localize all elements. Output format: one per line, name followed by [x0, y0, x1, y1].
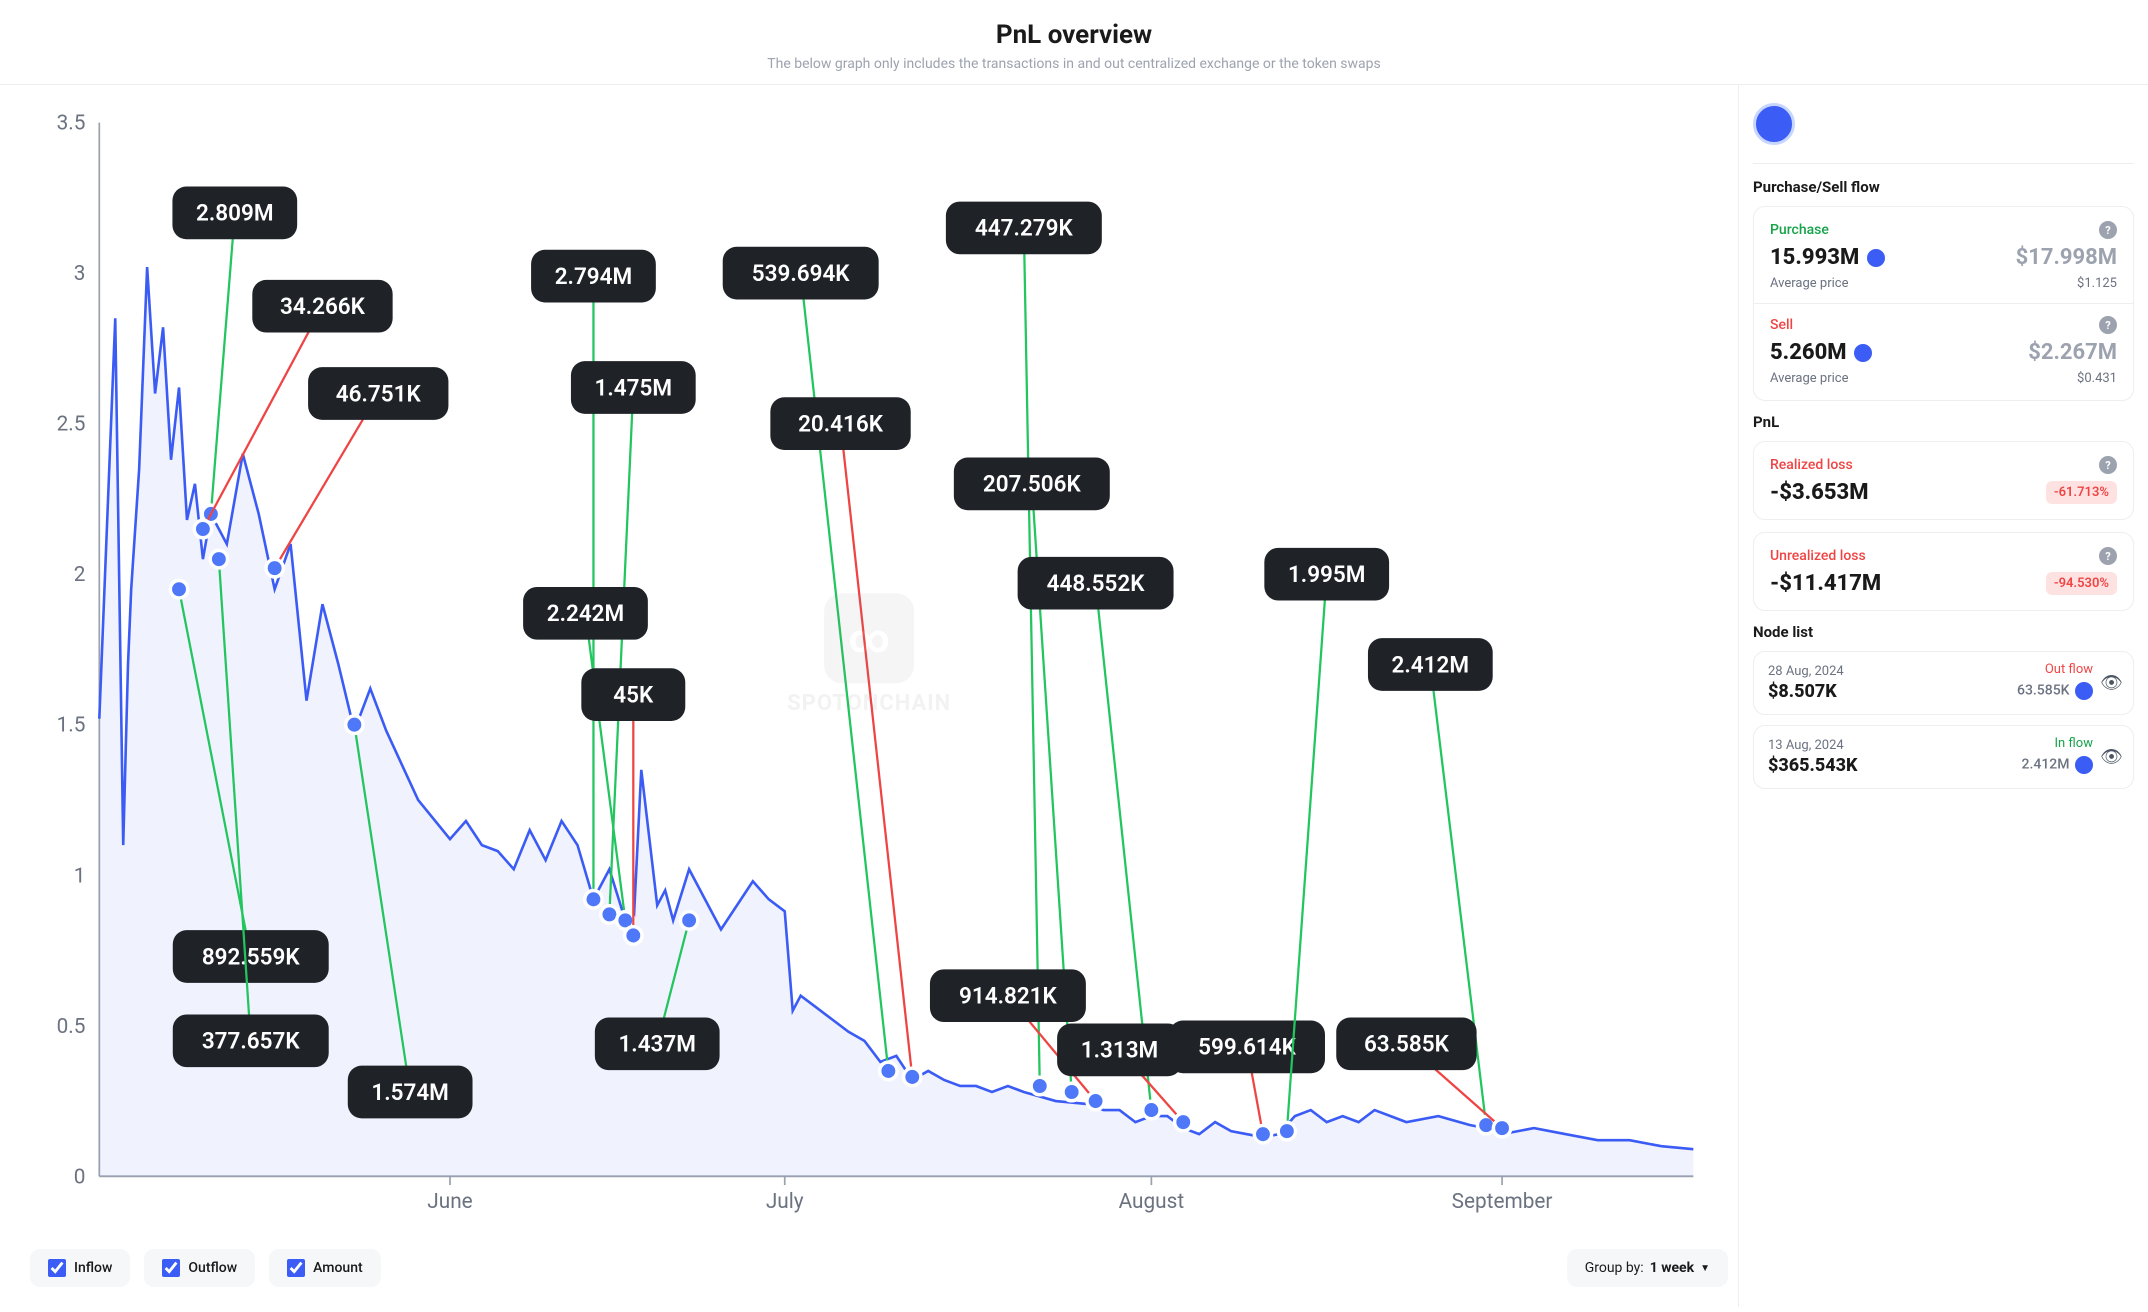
svg-text:599.614K: 599.614K — [1198, 1033, 1296, 1060]
realized-value: -$3.653M — [1770, 480, 1869, 505]
chart-controls: Inflow Outflow Amount Group by: 1 week ▼ — [30, 1249, 1728, 1287]
svg-text:September: September — [1452, 1190, 1553, 1214]
realized-card: Realized loss ? -$3.653M -61.713% — [1753, 441, 2134, 520]
svg-text:0: 0 — [74, 1165, 86, 1189]
flow-section-title: Purchase/Sell flow — [1753, 178, 2134, 196]
page-header: PnL overview The below graph only includ… — [0, 0, 2148, 85]
node-item[interactable]: 13 Aug, 2024$365.543KIn flow2.412M 👁 — [1753, 725, 2134, 789]
svg-text:63.585K: 63.585K — [1364, 1030, 1450, 1057]
unrealized-pct: -94.530% — [2046, 572, 2117, 595]
svg-text:1.574M: 1.574M — [371, 1079, 449, 1106]
svg-text:539.694K: 539.694K — [752, 260, 850, 287]
svg-text:447.279K: 447.279K — [975, 215, 1073, 242]
node-amount: 63.585K — [2017, 682, 2093, 700]
page-subtitle: The below graph only includes the transa… — [0, 56, 2148, 72]
svg-text:45K: 45K — [613, 681, 654, 708]
svg-text:20.416K: 20.416K — [798, 410, 884, 437]
purchase-label: Purchase — [1770, 222, 1829, 238]
unrealized-value: -$11.417M — [1770, 571, 1881, 596]
svg-text:2.794M: 2.794M — [555, 263, 633, 290]
coin-icon — [2075, 682, 2093, 700]
svg-text:0.5: 0.5 — [57, 1015, 86, 1039]
amount-checkbox-input[interactable] — [287, 1259, 305, 1277]
node-section-title: Node list — [1753, 623, 2134, 641]
pnl-chart[interactable]: 0 0.5 1 1.5 2 2.5 3 3.5 June July August September 2… — [30, 105, 1728, 1229]
inflow-label: Inflow — [74, 1260, 112, 1276]
svg-text:2.5: 2.5 — [57, 413, 86, 437]
svg-text:207.506K: 207.506K — [983, 470, 1081, 497]
groupby-value: 1 week — [1650, 1260, 1694, 1276]
outflow-label: Outflow — [188, 1260, 237, 1276]
svg-text:1.995M: 1.995M — [1288, 561, 1366, 588]
sell-avg-value: $0.431 — [2077, 371, 2117, 386]
svg-text:July: July — [766, 1190, 804, 1214]
svg-text:2: 2 — [74, 563, 86, 587]
node-amount: 2.412M — [2022, 756, 2093, 774]
sidebar: Purchase/Sell flow Purchase ? 15.993M $1… — [1738, 85, 2148, 1307]
purchase-avg-value: $1.125 — [2077, 276, 2117, 291]
svg-text:3.5: 3.5 — [57, 111, 86, 135]
svg-text:46.751K: 46.751K — [336, 380, 422, 407]
svg-text:2.809M: 2.809M — [196, 200, 274, 227]
svg-text:34.266K: 34.266K — [280, 293, 366, 320]
coin-icon — [1854, 344, 1872, 362]
svg-text:1.475M: 1.475M — [595, 374, 673, 401]
token-icon[interactable] — [1753, 103, 1795, 145]
node-item[interactable]: 28 Aug, 2024$8.507KOut flow63.585K 👁 — [1753, 651, 2134, 715]
purchase-sell-card: Purchase ? 15.993M $17.998M Average pric… — [1753, 206, 2134, 401]
outflow-checkbox[interactable]: Outflow — [144, 1249, 255, 1287]
svg-text:June: June — [427, 1190, 472, 1214]
divider — [1753, 163, 2134, 164]
amount-label: Amount — [313, 1260, 363, 1276]
realized-label: Realized loss — [1770, 457, 1853, 473]
svg-text:2.412M: 2.412M — [1392, 651, 1470, 678]
groupby-dropdown[interactable]: Group by: 1 week ▼ — [1567, 1249, 1728, 1287]
svg-text:914.821K: 914.821K — [959, 982, 1057, 1009]
purchase-avg-label: Average price — [1770, 276, 1848, 291]
node-list: 28 Aug, 2024$8.507KOut flow63.585K 👁13 A… — [1753, 651, 2134, 789]
svg-text:1.5: 1.5 — [57, 714, 86, 738]
coin-icon — [1867, 249, 1885, 267]
unrealized-card: Unrealized loss ? -$11.417M -94.530% — [1753, 532, 2134, 611]
help-icon[interactable]: ? — [2099, 221, 2117, 239]
groupby-prefix: Group by: — [1585, 1260, 1644, 1276]
svg-text:2.242M: 2.242M — [547, 600, 625, 627]
sell-usd: $2.267M — [2028, 340, 2117, 365]
purchase-amount: 15.993M — [1770, 245, 1885, 270]
sell-amount: 5.260M — [1770, 340, 1872, 365]
chart-container[interactable]: SPOTONCHAIN 00.511.522.533.5JuneJulyAugu… — [30, 105, 1728, 1229]
coin-icon — [2075, 756, 2093, 774]
eye-off-icon[interactable]: 👁 — [2100, 673, 2123, 694]
help-icon[interactable]: ? — [2099, 456, 2117, 474]
svg-text:3: 3 — [74, 262, 86, 286]
eye-off-icon[interactable]: 👁 — [2100, 747, 2123, 768]
svg-text:448.552K: 448.552K — [1047, 570, 1145, 597]
svg-text:1: 1 — [74, 864, 86, 888]
chevron-down-icon: ▼ — [1700, 1263, 1710, 1274]
realized-pct: -61.713% — [2046, 481, 2117, 504]
sell-label: Sell — [1770, 317, 1793, 333]
svg-text:August: August — [1119, 1190, 1185, 1214]
inflow-checkbox-input[interactable] — [48, 1259, 66, 1277]
page-title: PnL overview — [0, 20, 2148, 50]
svg-text:1.437M: 1.437M — [618, 1030, 696, 1057]
chart-area: SPOTONCHAIN 00.511.522.533.5JuneJulyAugu… — [0, 85, 1738, 1307]
node-flow-label: Out flow — [2045, 662, 2093, 677]
help-icon[interactable]: ? — [2099, 316, 2117, 334]
svg-text:1.313M: 1.313M — [1081, 1037, 1159, 1064]
unrealized-label: Unrealized loss — [1770, 548, 1866, 564]
node-flow-label: In flow — [2054, 736, 2093, 751]
sell-avg-label: Average price — [1770, 371, 1848, 386]
pnl-section-title: PnL — [1753, 413, 2134, 431]
purchase-usd: $17.998M — [2016, 245, 2117, 270]
outflow-checkbox-input[interactable] — [162, 1259, 180, 1277]
amount-checkbox[interactable]: Amount — [269, 1249, 381, 1287]
help-icon[interactable]: ? — [2099, 547, 2117, 565]
inflow-checkbox[interactable]: Inflow — [30, 1249, 130, 1287]
svg-text:892.559K: 892.559K — [202, 943, 300, 970]
svg-text:377.657K: 377.657K — [202, 1027, 300, 1054]
